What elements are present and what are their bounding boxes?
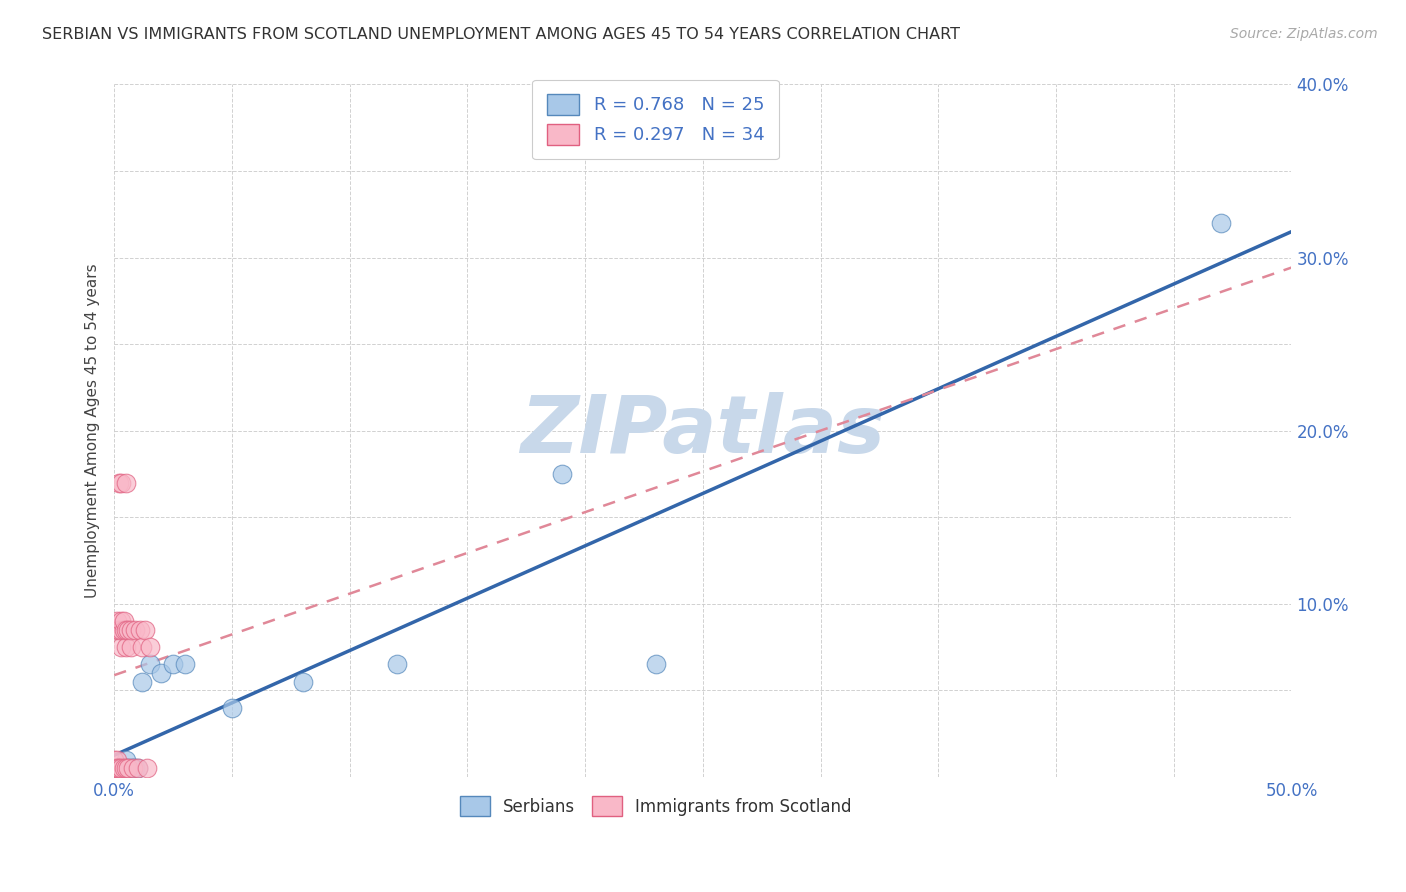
Point <box>108 761 131 775</box>
Text: SERBIAN VS IMMIGRANTS FROM SCOTLAND UNEMPLOYMENT AMONG AGES 45 TO 54 YEARS CORRE: SERBIAN VS IMMIGRANTS FROM SCOTLAND UNEM… <box>42 27 960 42</box>
Point <box>136 761 159 775</box>
Point <box>117 761 139 775</box>
Point <box>120 623 142 637</box>
Point <box>221 700 243 714</box>
Point <box>1209 216 1232 230</box>
Point <box>150 665 173 680</box>
Point <box>124 761 146 775</box>
Point <box>385 657 408 672</box>
Point <box>112 614 135 628</box>
Point <box>105 753 128 767</box>
Point <box>110 761 132 775</box>
Point <box>112 761 135 775</box>
Point <box>105 623 128 637</box>
Point <box>115 640 138 654</box>
Point <box>138 640 160 654</box>
Point <box>105 614 128 628</box>
Point <box>131 640 153 654</box>
Point <box>112 761 135 775</box>
Point <box>129 623 152 637</box>
Point <box>120 640 142 654</box>
Point <box>117 623 139 637</box>
Point <box>110 475 132 490</box>
Point <box>108 761 131 775</box>
Text: ZIPatlas: ZIPatlas <box>520 392 886 470</box>
Point <box>124 623 146 637</box>
Point <box>115 761 138 775</box>
Point <box>103 753 125 767</box>
Point <box>127 761 149 775</box>
Point <box>105 761 128 775</box>
Point <box>110 640 132 654</box>
Point <box>115 753 138 767</box>
Point <box>162 657 184 672</box>
Point <box>644 657 666 672</box>
Point <box>115 623 138 637</box>
Point <box>115 475 138 490</box>
Point <box>122 761 145 775</box>
Point <box>134 623 156 637</box>
Point <box>110 614 132 628</box>
Point <box>108 475 131 490</box>
Point <box>110 623 132 637</box>
Point <box>105 761 128 775</box>
Point <box>105 761 128 775</box>
Point <box>110 761 132 775</box>
Point <box>550 467 572 481</box>
Y-axis label: Unemployment Among Ages 45 to 54 years: Unemployment Among Ages 45 to 54 years <box>86 263 100 598</box>
Point <box>103 761 125 775</box>
Point <box>291 674 314 689</box>
Point <box>108 761 131 775</box>
Legend: Serbians, Immigrants from Scotland: Serbians, Immigrants from Scotland <box>451 788 860 824</box>
Point <box>120 761 142 775</box>
Point <box>173 657 195 672</box>
Point <box>108 623 131 637</box>
Point <box>138 657 160 672</box>
Point <box>117 761 139 775</box>
Point <box>112 623 135 637</box>
Point <box>122 761 145 775</box>
Point <box>110 761 132 775</box>
Point <box>131 674 153 689</box>
Point <box>115 761 138 775</box>
Text: Source: ZipAtlas.com: Source: ZipAtlas.com <box>1230 27 1378 41</box>
Point <box>127 761 149 775</box>
Point <box>112 761 135 775</box>
